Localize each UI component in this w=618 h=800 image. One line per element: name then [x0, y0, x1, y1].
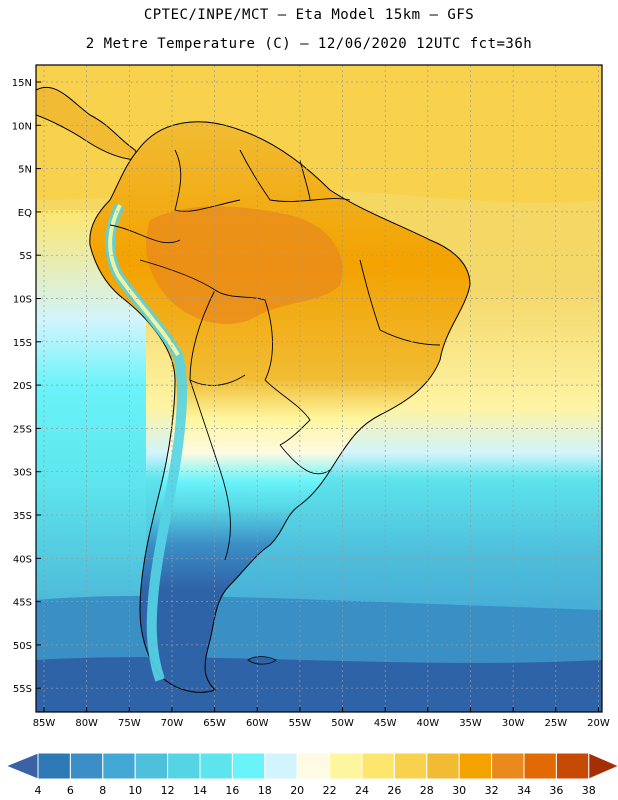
colorbar-segment: [264, 752, 298, 780]
lat-label: 5S: [19, 251, 32, 262]
colorbar-segment: [426, 752, 460, 780]
colorbar-label: 38: [582, 784, 596, 797]
lat-label: 25S: [13, 424, 32, 435]
ocean-coldest-band: [36, 657, 602, 712]
colorbar-label: 28: [420, 784, 434, 797]
lon-label: 25W: [544, 718, 567, 729]
colorbar-segment: [167, 752, 201, 780]
longitude-axis: 85W 80W 75W 70W 65W 60W 55W 50W 45W 40W 35W 30W 25W 2…: [33, 707, 610, 729]
lat-label: 10S: [13, 295, 32, 306]
colorbar-label: 30: [452, 784, 466, 797]
colorbar-segment: [134, 752, 169, 780]
colorbar-segment: [523, 752, 557, 780]
lat-label: 30S: [13, 468, 32, 479]
colorbar-segment: [296, 752, 331, 780]
lon-label: 65W: [203, 718, 226, 729]
lat-label: 20S: [13, 381, 32, 392]
colorbar-segment: [231, 752, 266, 780]
lat-label: 15S: [13, 338, 32, 349]
hot-core-region: [146, 206, 343, 324]
lat-label: EQ: [18, 208, 32, 219]
lon-label: 35W: [459, 718, 482, 729]
lon-label: 45W: [374, 718, 397, 729]
title-line-1: CPTEC/INPE/MCT – Eta Model 15km – GFS: [143, 7, 475, 23]
lat-label: 10N: [12, 121, 32, 132]
lat-label: 15N: [12, 78, 32, 89]
country-borders: [109, 149, 441, 561]
title-line-2: 2 Metre Temperature (C) – 12/06/2020 12U…: [85, 36, 533, 52]
lon-label: 75W: [118, 718, 141, 729]
colorbar-segment: [491, 752, 525, 780]
lat-label: 35S: [13, 511, 32, 522]
colorbar-label: 14: [193, 784, 207, 797]
colorbar-segment: [199, 752, 233, 780]
colorbar-segment: [102, 752, 136, 780]
latitude-axis: 15N 10N 5N EQ 5S 10S 15S 20S 25S 30S 35S 40S 45S 50S 5…: [12, 78, 41, 695]
colorbar-label: 26: [387, 784, 401, 797]
colorbar-label: 8: [99, 784, 106, 797]
colorbar-label: 10: [128, 784, 142, 797]
lat-label: 55S: [13, 684, 32, 695]
falkland-islands: [247, 656, 277, 665]
lat-label: 45S: [13, 598, 32, 609]
colorbar-label: 4: [35, 784, 42, 797]
colorbar-segment: [329, 752, 363, 780]
lat-label: 40S: [13, 554, 32, 565]
lon-label: 70W: [161, 718, 184, 729]
colorbar-label: 22: [323, 784, 337, 797]
lon-label: 40W: [417, 718, 440, 729]
colorbar-left-arrow: [4, 752, 39, 780]
colorbar-right-arrow: [588, 752, 618, 780]
lon-label: 85W: [33, 718, 56, 729]
lon-label: 50W: [331, 718, 354, 729]
colorbar-label: 32: [485, 784, 499, 797]
map-frame: [35, 64, 603, 713]
lat-label: 5N: [18, 165, 32, 176]
lon-label: 55W: [289, 718, 312, 729]
colorbar-segment: [393, 752, 428, 780]
colorbar-segment: [555, 752, 590, 780]
colorbar-label: 24: [355, 784, 369, 797]
colorbar-segment: [37, 752, 71, 780]
lat-label: 50S: [13, 641, 32, 652]
grid-lines: [36, 65, 602, 712]
andes-highland: [108, 204, 180, 357]
colorbar-segment: [361, 752, 395, 780]
colorbar-label: 36: [549, 784, 563, 797]
colorbar-segment: [458, 752, 493, 780]
colorbar-label: 18: [258, 784, 272, 797]
colorbar-segment: [69, 752, 104, 780]
lon-label: 20W: [587, 718, 610, 729]
colorbar-label: 12: [161, 784, 175, 797]
colorbar: 4 6 8 10 12 14 16 18 20 22 24 26 28 30 32 34 36 38: [4, 752, 618, 797]
lon-label: 60W: [246, 718, 269, 729]
colorbar-label: 34: [517, 784, 531, 797]
colorbar-label: 6: [67, 784, 74, 797]
lon-label: 30W: [502, 718, 525, 729]
colorbar-label: 20: [290, 784, 304, 797]
lon-label: 80W: [75, 718, 98, 729]
colorbar-label: 16: [225, 784, 239, 797]
